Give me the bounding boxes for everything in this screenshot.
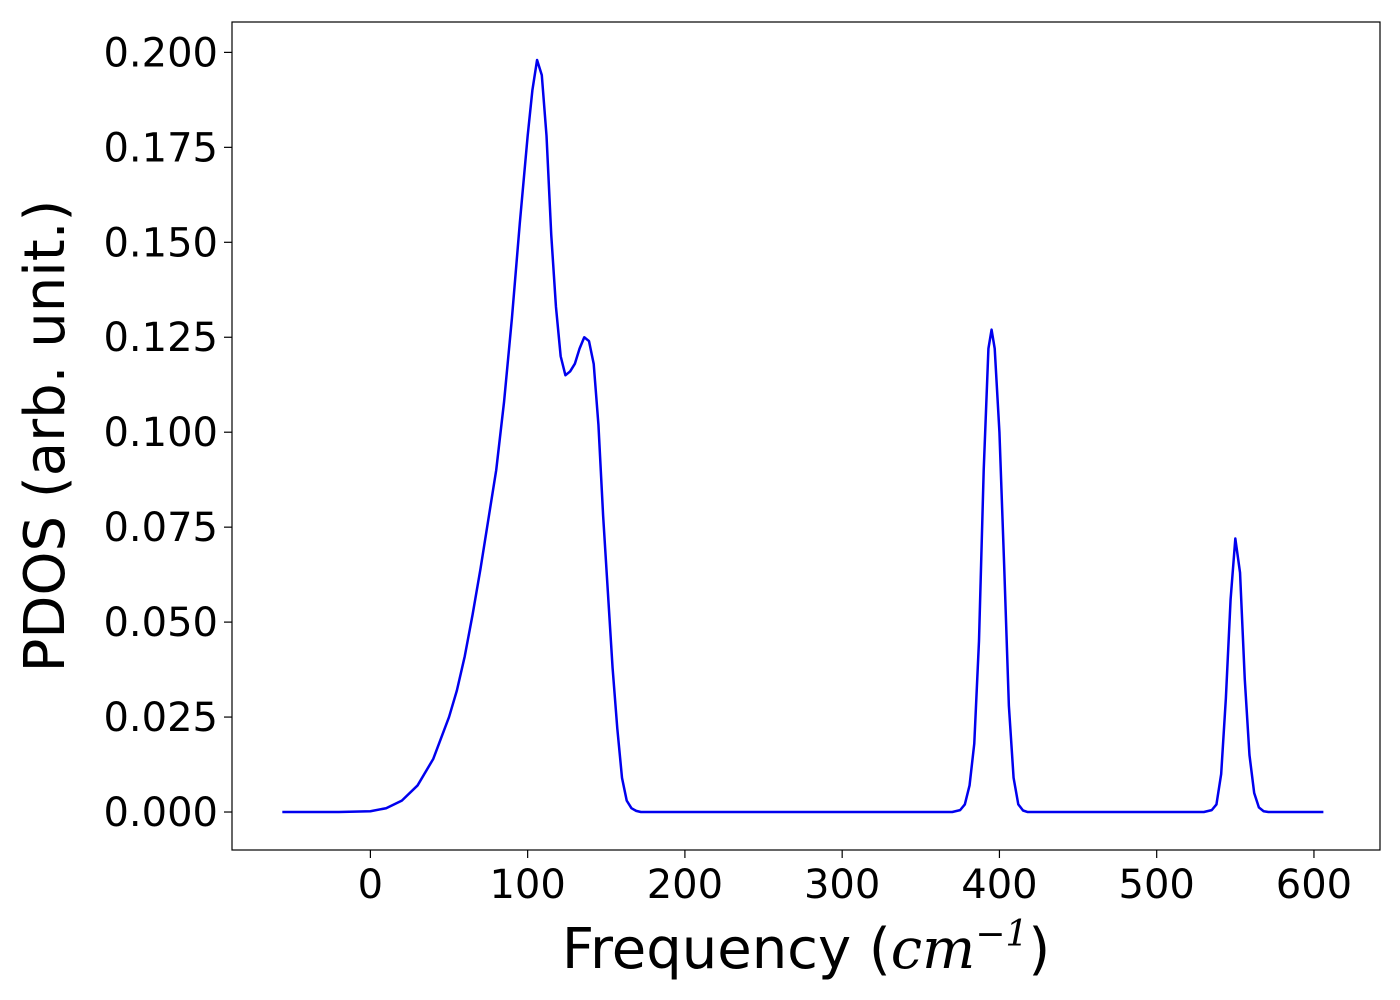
y-tick-label: 0.025 <box>103 695 218 741</box>
x-tick-label: 100 <box>489 862 565 908</box>
x-tick-label: 0 <box>358 862 383 908</box>
y-axis-ticks: 0.000 0.025 0.050 0.075 0.100 0.125 0.150 0.175… <box>103 30 232 836</box>
y-axis-label: PDOS (arb. unit.) <box>13 200 78 673</box>
y-tick-label: 0.125 <box>103 315 218 361</box>
y-tick-label: 0.075 <box>103 505 218 551</box>
y-tick-label: 0.100 <box>103 410 218 456</box>
x-axis-ticks: 0 100 200 300 400 500 600 <box>358 850 1352 908</box>
y-tick-label: 0.200 <box>103 30 218 76</box>
x-axis-label: Frequency (cm−1) <box>562 914 1050 982</box>
plot-frame <box>231 21 1381 851</box>
y-tick-label: 0.000 <box>103 790 218 836</box>
x-tick-label: 300 <box>804 862 880 908</box>
y-tick-label: 0.050 <box>103 600 218 646</box>
pdos-series-line <box>282 58 1324 814</box>
x-tick-label: 600 <box>1276 862 1352 908</box>
x-tick-label: 200 <box>647 862 723 908</box>
y-tick-label: 0.175 <box>103 125 218 171</box>
x-tick-label: 500 <box>1119 862 1195 908</box>
x-tick-label: 400 <box>961 862 1037 908</box>
y-tick-label: 0.150 <box>103 220 218 266</box>
